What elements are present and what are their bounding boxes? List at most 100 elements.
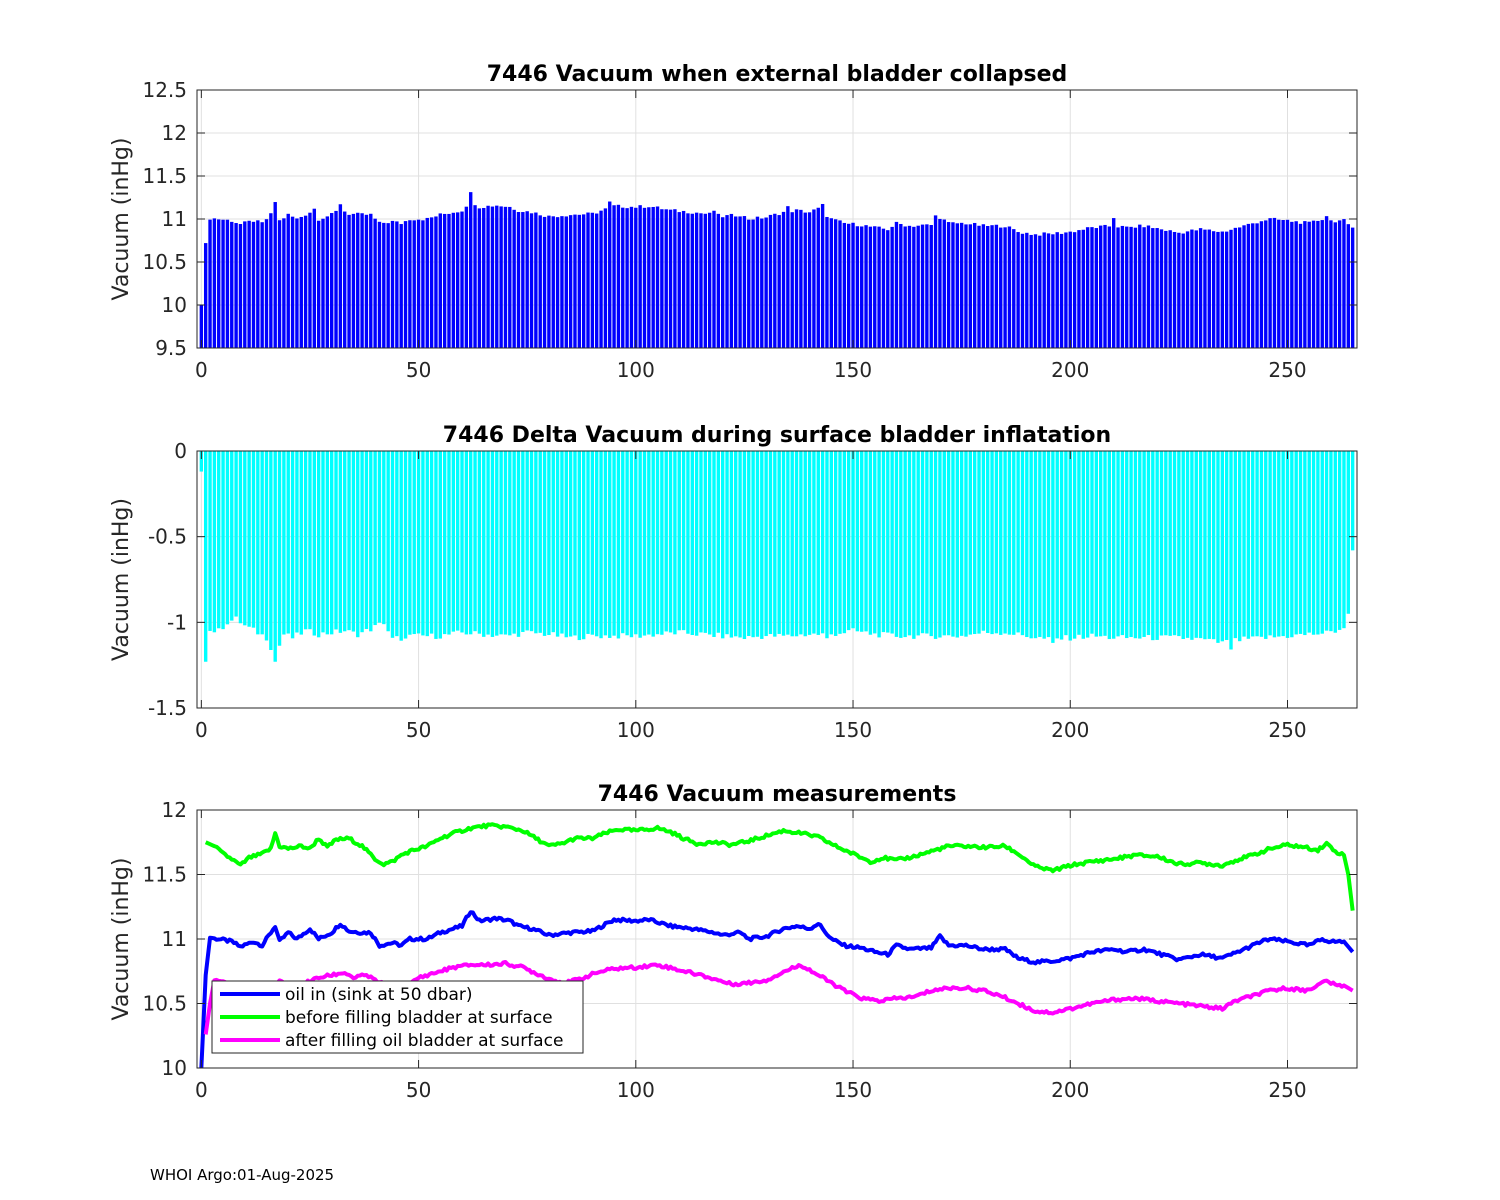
- bar-99: [629, 451, 634, 638]
- bar-235: [1220, 231, 1225, 348]
- bar-77: [534, 212, 538, 348]
- chart-panel-2: 0 50 100 150 200 250 -1.5 -1 -0.5 0 7446 Delta Vac…: [109, 423, 1358, 742]
- bar-242: [1251, 223, 1255, 348]
- bar-33: [343, 211, 347, 348]
- bar-45: [395, 221, 399, 348]
- bar-243: [1255, 451, 1259, 637]
- bar-98: [625, 451, 629, 636]
- bar-43: [386, 451, 390, 632]
- bar-170: [938, 218, 942, 348]
- bar-22: [295, 218, 299, 348]
- bar-234: [1216, 451, 1220, 643]
- bar-115: [699, 451, 703, 633]
- bar-138: [799, 451, 803, 635]
- bar-65: [482, 207, 486, 348]
- bar-78: [538, 215, 542, 348]
- bar-122: [729, 213, 734, 348]
- bar-79: [542, 451, 547, 636]
- bar-210: [1112, 451, 1116, 639]
- bar-83: [560, 451, 564, 634]
- bar-254: [1303, 451, 1307, 636]
- bar-181: [986, 451, 990, 634]
- bar-141: [812, 451, 816, 634]
- bar-195: [1046, 233, 1051, 348]
- bar-14: [260, 222, 264, 348]
- bar-30: [329, 451, 334, 635]
- bar-199: [1064, 232, 1068, 348]
- bar-129: [760, 451, 764, 639]
- bar-68: [495, 205, 499, 348]
- bar-152: [860, 226, 864, 348]
- bar-54: [434, 216, 438, 348]
- bar-228: [1190, 229, 1194, 348]
- x-tick-label: 150: [834, 358, 872, 382]
- bar-194: [1042, 451, 1046, 639]
- bar-19: [282, 218, 286, 348]
- bar-234: [1216, 231, 1220, 348]
- bar-7: [230, 451, 234, 621]
- bar-226: [1181, 233, 1185, 348]
- bar-23: [299, 451, 303, 635]
- bar-98: [625, 208, 629, 348]
- bar-263: [1342, 219, 1346, 348]
- bar-214: [1129, 226, 1133, 348]
- bar-185: [1003, 451, 1007, 634]
- bar-162: [903, 226, 907, 348]
- bar-209: [1107, 451, 1112, 640]
- bar-82: [555, 217, 560, 348]
- bar-69: [499, 451, 503, 635]
- bar-94: [608, 451, 612, 638]
- bar-59: [455, 451, 460, 631]
- bar-40: [373, 218, 377, 348]
- bar-90: [590, 451, 595, 635]
- bar-58: [451, 451, 456, 632]
- bar-202: [1077, 230, 1081, 348]
- bar-203: [1081, 229, 1085, 348]
- bar-2: [208, 219, 212, 348]
- bar-134: [781, 451, 786, 636]
- bar-64: [477, 451, 482, 634]
- bar-163: [907, 225, 912, 348]
- bar-215: [1133, 227, 1138, 348]
- bar-148: [842, 222, 847, 348]
- bar-198: [1059, 451, 1064, 640]
- bar-104: [651, 206, 655, 348]
- bar-30: [329, 213, 334, 348]
- bar-163: [907, 451, 912, 636]
- bar-230: [1198, 451, 1203, 639]
- bar-88: [581, 214, 586, 348]
- bar-227: [1185, 451, 1190, 638]
- bar-256: [1311, 220, 1316, 348]
- bar-109: [673, 451, 677, 635]
- bar-187: [1012, 229, 1016, 348]
- bar-127: [751, 451, 755, 638]
- bar-212: [1120, 225, 1125, 348]
- bar-62: [469, 451, 473, 635]
- bar-211: [1116, 227, 1120, 348]
- bar-196: [1051, 451, 1055, 643]
- bar-158: [886, 451, 890, 633]
- y-tick-label: 10: [162, 1056, 187, 1080]
- bar-91: [595, 213, 599, 348]
- bar-150: [851, 451, 855, 629]
- bar-89: [586, 212, 590, 348]
- bar-220: [1155, 451, 1159, 640]
- bar-96: [616, 451, 621, 639]
- bar-244: [1259, 221, 1264, 348]
- bar-250: [1285, 219, 1290, 348]
- bar-125: [742, 451, 747, 640]
- bar-216: [1138, 451, 1142, 639]
- bar-26: [312, 208, 316, 348]
- bar-8: [234, 223, 238, 348]
- bar-23: [299, 216, 303, 348]
- bar-39: [369, 451, 373, 632]
- bar-157: [881, 451, 886, 633]
- bar-265: [1350, 227, 1355, 348]
- bar-132: [773, 213, 777, 348]
- bar-5: [221, 219, 225, 348]
- bar-174: [955, 451, 959, 638]
- bar-113: [690, 451, 694, 636]
- bar-92: [599, 451, 603, 639]
- bar-7: [230, 221, 234, 348]
- legend-label: oil in (sink at 50 dbar): [285, 985, 473, 1005]
